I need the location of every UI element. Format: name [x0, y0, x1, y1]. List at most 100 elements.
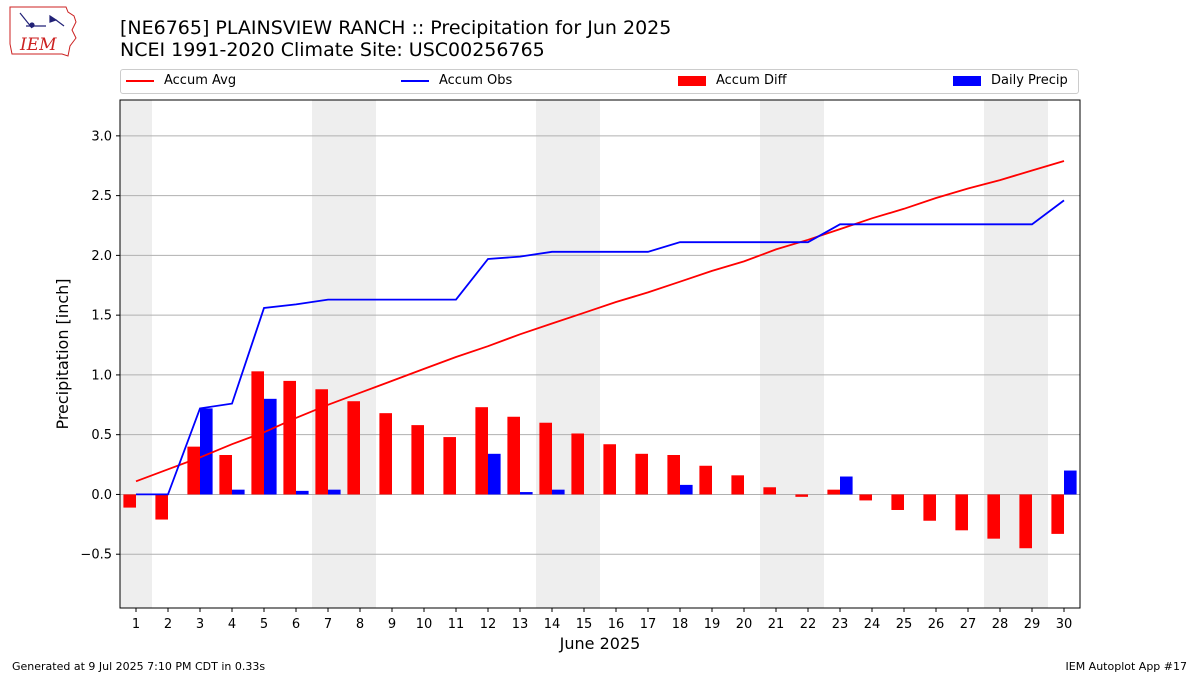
legend-swatch-accum-diff — [678, 75, 706, 86]
logo-text: IEM — [19, 35, 57, 55]
accum-diff-bar — [155, 494, 168, 520]
accum-diff-bar — [1051, 494, 1064, 534]
x-tick-label: 25 — [896, 617, 913, 632]
legend-daily-precip: Daily Precip — [953, 73, 1068, 88]
daily-precip-bar — [232, 489, 245, 495]
x-tick-label: 6 — [292, 617, 300, 632]
chart-subtitle: NCEI 1991-2020 Climate Site: USC00256765 — [120, 39, 545, 61]
accum-diff-bar — [251, 371, 264, 495]
y-axis-label: Precipitation [inch] — [53, 278, 72, 429]
plot-frame — [119, 99, 1081, 609]
x-tick-label: 16 — [608, 617, 625, 632]
accum-diff-bar — [987, 494, 1000, 539]
x-tick-label: 14 — [544, 617, 561, 632]
accum-diff-bar — [283, 380, 296, 495]
accum-diff-bar — [507, 416, 520, 495]
x-tick-label: 18 — [672, 617, 689, 632]
accum-diff-bar — [955, 494, 968, 531]
daily-precip-bar — [1064, 470, 1077, 495]
accum-diff-bar — [795, 494, 808, 497]
x-tick-label: 29 — [1024, 617, 1041, 632]
accum-diff-bar — [731, 475, 744, 495]
weekend-shade-14 — [536, 100, 568, 608]
daily-precip-bar — [264, 398, 277, 495]
daily-precip-bar — [488, 453, 501, 495]
accum-diff-bar — [347, 401, 360, 495]
x-tick-label: 8 — [356, 617, 364, 632]
x-tick-label: 15 — [576, 617, 593, 632]
accum-diff-bar — [315, 389, 328, 495]
daily-precip-bar — [840, 476, 853, 495]
accum-diff-bar — [411, 425, 424, 495]
footer-app: IEM Autoplot App #17 — [1065, 660, 1188, 673]
x-tick-label: 19 — [704, 617, 721, 632]
accum-diff-bar — [763, 487, 776, 495]
y-tick-label: 2.5 — [91, 189, 112, 204]
accum-diff-bar — [475, 407, 488, 495]
legend-swatch-daily-precip — [953, 75, 981, 86]
legend-label-accum-obs: Accum Obs — [439, 73, 513, 88]
x-tick-label: 1 — [132, 617, 140, 632]
weather-station-icon — [19, 12, 65, 29]
x-tick-label: 24 — [864, 617, 881, 632]
accum-diff-bar — [859, 494, 872, 501]
accum-diff-bar — [635, 453, 648, 495]
y-tick-label: 2.0 — [91, 249, 112, 264]
iowa-outline-icon — [9, 6, 77, 57]
y-tick-label: 0.5 — [91, 428, 112, 443]
y-tick-label: 3.0 — [91, 129, 112, 144]
accum-diff-bar — [699, 465, 712, 495]
accum-diff-bar — [603, 444, 616, 495]
daily-precip-bar — [328, 489, 341, 495]
accum-diff-bar — [891, 494, 904, 510]
weekend-shade-8 — [344, 100, 376, 608]
x-tick-label: 2 — [164, 617, 172, 632]
y-tick-label: −0.5 — [80, 548, 112, 563]
accum-diff-bar — [539, 422, 552, 495]
legend-swatch-accum-avg — [126, 79, 154, 82]
accum-diff-bar — [827, 489, 840, 495]
accum-avg-line — [135, 160, 1065, 483]
x-tick-label: 17 — [640, 617, 657, 632]
x-tick-label: 12 — [480, 617, 497, 632]
y-tick-label: 1.5 — [91, 309, 112, 324]
accum-diff-bar — [187, 446, 200, 495]
x-tick-label: 28 — [992, 617, 1009, 632]
y-tick-label: 0.0 — [91, 488, 112, 503]
x-tick-label: 11 — [448, 617, 465, 632]
x-tick-label: 23 — [832, 617, 849, 632]
chart-title: [NE6765] PLAINSVIEW RANCH :: Precipitati… — [120, 17, 672, 39]
x-axis-label: June 2025 — [559, 634, 641, 653]
x-tick-label: 5 — [260, 617, 268, 632]
accum-diff-bar — [1019, 494, 1032, 549]
accum-diff-bar — [123, 494, 136, 508]
x-tick-label: 4 — [228, 617, 236, 632]
x-tick-label: 7 — [324, 617, 332, 632]
y-tick-label: 1.0 — [91, 368, 112, 383]
legend-label-accum-avg: Accum Avg — [164, 73, 237, 88]
iem-logo: IEM — [9, 6, 77, 57]
x-tick-label: 9 — [388, 617, 396, 632]
legend-accum-obs: Accum Obs — [401, 73, 512, 88]
daily-precip-bar — [680, 484, 693, 495]
x-tick-label: 10 — [416, 617, 433, 632]
x-tick-label: 30 — [1056, 617, 1073, 632]
accum-diff-bar — [667, 455, 680, 495]
daily-precip-bar — [552, 489, 565, 495]
accum-obs-line — [136, 199, 1065, 496]
weekend-shade-1 — [120, 100, 152, 608]
x-tick-label: 26 — [928, 617, 945, 632]
weekend-shade-7 — [312, 100, 344, 608]
accum-diff-bar — [571, 433, 584, 495]
legend-accum-avg: Accum Avg — [126, 73, 236, 88]
x-tick-label: 27 — [960, 617, 977, 632]
legend-label-accum-diff: Accum Diff — [716, 73, 787, 88]
x-tick-label: 20 — [736, 617, 753, 632]
weekend-shade-21 — [760, 100, 792, 608]
x-tick-label: 13 — [512, 617, 529, 632]
weekend-shade-15 — [568, 100, 600, 608]
x-tick-label: 3 — [196, 617, 204, 632]
legend-accum-diff: Accum Diff — [678, 73, 787, 88]
accum-diff-bar — [379, 413, 392, 495]
